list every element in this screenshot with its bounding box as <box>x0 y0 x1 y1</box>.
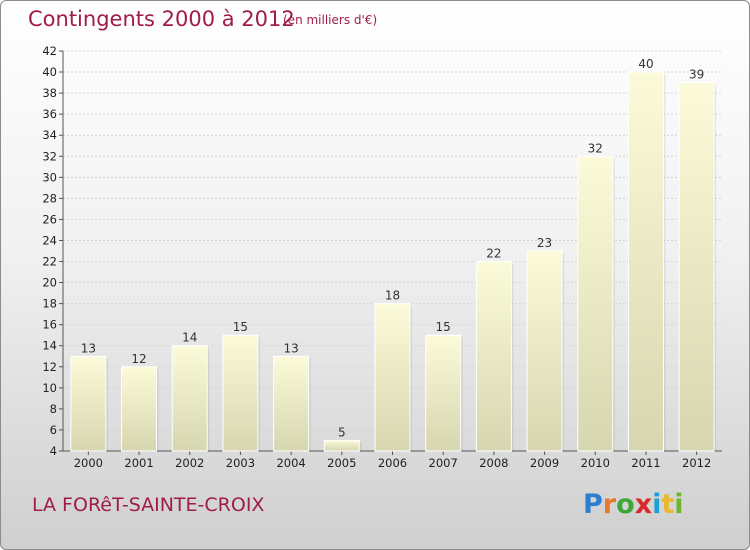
y-tick-label: 14 <box>42 339 57 353</box>
y-tick-label: 36 <box>42 107 57 121</box>
bar-value-label: 13 <box>283 341 298 355</box>
bar <box>627 71 664 452</box>
bar <box>121 366 158 452</box>
bar-value-label: 15 <box>233 320 248 334</box>
bar <box>425 334 462 452</box>
chart-title: Contingents 2000 à 2012 <box>28 7 295 31</box>
logo-letter: P <box>583 489 603 520</box>
x-tick-label: 2005 <box>327 456 356 470</box>
y-tick-label: 22 <box>42 255 57 269</box>
logo-letter: t <box>661 489 675 520</box>
x-tick-label: 2006 <box>378 456 407 470</box>
bar <box>678 82 715 452</box>
bar <box>526 250 563 452</box>
y-tick-label: 32 <box>42 149 57 163</box>
bar-value-label: 18 <box>385 289 400 303</box>
bar-value-label: 14 <box>182 331 197 345</box>
logo-letter: i <box>652 489 662 520</box>
bar <box>475 261 512 452</box>
logo-letter: r <box>602 489 617 520</box>
y-tick-label: 8 <box>50 402 57 416</box>
bar <box>577 155 614 452</box>
x-tick-label: 2001 <box>124 456 153 470</box>
y-tick-label: 24 <box>42 233 57 247</box>
bar <box>273 355 310 452</box>
x-tick-label: 2008 <box>479 456 508 470</box>
x-tick-label: 2011 <box>631 456 660 470</box>
logo-letter: o <box>616 489 635 520</box>
logo-letter: i <box>674 489 684 520</box>
commune-name: LA FORêT-SAINTE-CROIX <box>32 494 265 516</box>
y-tick-label: 6 <box>50 423 57 437</box>
x-tick-label: 2009 <box>530 456 559 470</box>
y-tick-label: 40 <box>42 65 57 79</box>
y-tick-label: 10 <box>42 381 57 395</box>
bar-value-label: 22 <box>486 247 501 261</box>
x-tick-label: 2002 <box>175 456 204 470</box>
y-tick-label: 4 <box>50 444 57 458</box>
bar-value-label: 39 <box>689 68 704 82</box>
bar-value-label: 5 <box>338 425 346 439</box>
x-tick-label: 2012 <box>682 456 711 470</box>
x-tick-label: 2003 <box>226 456 255 470</box>
y-tick-label: 18 <box>42 297 57 311</box>
y-tick-label: 16 <box>42 318 57 332</box>
y-tick-label: 38 <box>42 86 57 100</box>
y-tick-label: 12 <box>42 360 57 374</box>
bar-value-label: 32 <box>588 141 603 155</box>
y-tick-label: 34 <box>42 128 57 142</box>
x-tick-label: 2007 <box>429 456 458 470</box>
y-tick-label: 30 <box>42 170 57 184</box>
y-tick-label: 26 <box>42 212 57 226</box>
bar-value-label: 40 <box>638 57 653 71</box>
bar-value-label: 23 <box>537 236 552 250</box>
bar <box>222 334 259 452</box>
bar <box>374 303 411 452</box>
bar <box>70 355 107 452</box>
chart-unit: (en milliers d'€) <box>283 13 378 27</box>
x-tick-label: 2010 <box>581 456 610 470</box>
bar-value-label: 13 <box>81 341 96 355</box>
x-tick-label: 2000 <box>74 456 103 470</box>
bar <box>323 439 360 452</box>
bar-value-label: 12 <box>131 352 146 366</box>
y-tick-label: 20 <box>42 276 57 290</box>
bar <box>171 345 208 452</box>
x-tick-label: 2004 <box>276 456 305 470</box>
y-tick-label: 28 <box>42 191 57 205</box>
logo-letter: x <box>634 489 653 520</box>
y-tick-label: 42 <box>42 44 57 58</box>
proxiti-logo: Proxiti <box>583 489 684 520</box>
bar-value-label: 15 <box>436 320 451 334</box>
